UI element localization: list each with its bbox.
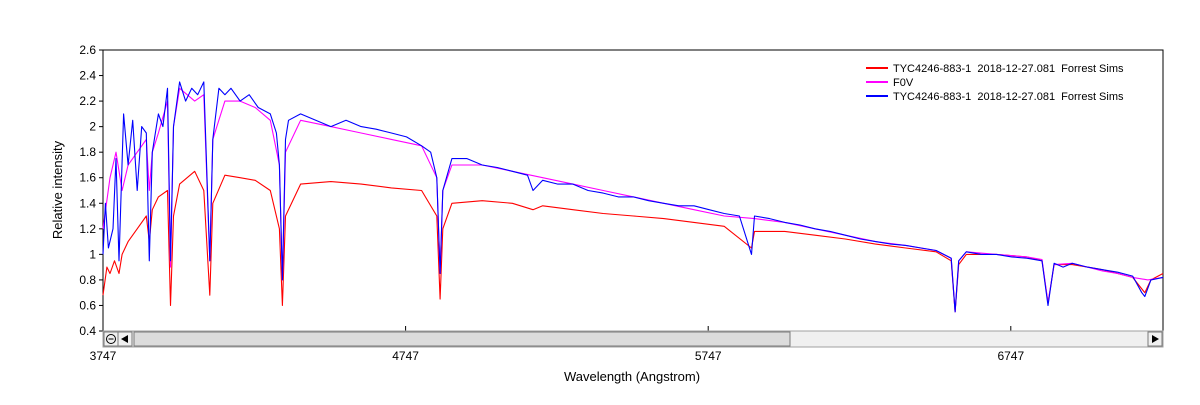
y-tick-label: 2.6 — [79, 43, 96, 57]
arrow-right-icon — [1152, 335, 1159, 343]
legend-label-3: TYC4246-883-1 2018-12-27.081 Forrest Sim… — [893, 91, 1124, 103]
y-axis: 0.4 0.6 0.8 1 1.2 1.4 1.6 1.8 2 2.2 2.4 2.6 — [79, 43, 103, 338]
x-tick-label: 5747 — [695, 349, 722, 363]
y-tick-label: 2.4 — [79, 69, 96, 83]
legend: TYC4246-883-1 2018-12-27.081 Forrest Sim… — [866, 63, 1124, 103]
horizontal-scrollbar[interactable] — [102, 330, 1164, 348]
legend-label-1: TYC4246-883-1 2018-12-27.081 Forrest Sim… — [893, 63, 1124, 75]
y-tick-label: 1.8 — [79, 145, 96, 159]
y-tick-label: 0.8 — [79, 273, 96, 287]
x-tick-label: 3747 — [90, 349, 117, 363]
scrollbar-thumb[interactable] — [133, 331, 791, 347]
y-axis-title: Relative intensity — [50, 140, 65, 239]
y-tick-label: 2.2 — [79, 94, 96, 108]
y-tick-label: 1 — [89, 247, 96, 261]
x-axis-title: Wavelength (Angstrom) — [564, 369, 700, 384]
x-tick-label: 6747 — [997, 349, 1024, 363]
y-tick-label: 0.6 — [79, 298, 96, 312]
y-tick-label: 1.6 — [79, 171, 96, 185]
legend-label-2: F0V — [893, 77, 914, 89]
y-tick-label: 1.2 — [79, 222, 96, 236]
zoom-out-icon — [106, 334, 116, 344]
series-layer — [102, 81, 1164, 313]
series-line-3 — [102, 81, 1164, 313]
y-tick-label: 1.4 — [79, 196, 96, 210]
y-tick-label: 0.4 — [79, 324, 96, 338]
arrow-left-icon — [121, 335, 128, 343]
x-axis: 3747 4747 5747 6747 — [90, 326, 1024, 363]
x-tick-label: 4747 — [392, 349, 419, 363]
y-tick-label: 2 — [89, 120, 96, 134]
